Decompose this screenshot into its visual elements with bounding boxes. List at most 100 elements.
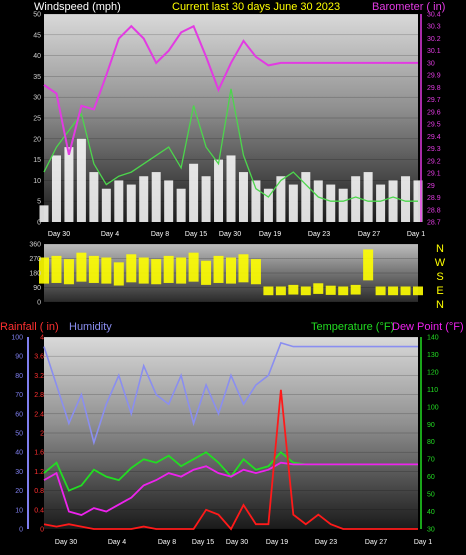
humidity-tick-label: 0 xyxy=(19,527,23,534)
barometer-tick-label: 29.5 xyxy=(427,122,441,129)
x-axis-label: Day 30 xyxy=(219,231,241,238)
windspeed-tick-label: 20 xyxy=(33,136,41,143)
direction-mark xyxy=(88,255,99,283)
barometer-tick-label: 29.4 xyxy=(427,134,441,141)
rainfall-tick-label: 4 xyxy=(40,335,44,342)
direction-mark xyxy=(400,286,411,296)
direction-mark xyxy=(413,286,423,296)
direction-mark xyxy=(388,286,399,296)
gust-line xyxy=(43,88,418,202)
rainfall-tick-label: 0.8 xyxy=(34,488,44,495)
temperature-tick-label: 100 xyxy=(427,404,439,411)
direction-mark xyxy=(350,284,361,295)
rainfall-tick-label: 0.4 xyxy=(34,507,44,514)
windspeed-bar xyxy=(176,188,186,222)
windspeed-bar xyxy=(139,176,149,222)
windspeed-bar xyxy=(238,172,248,222)
windspeed-bar xyxy=(351,176,361,222)
direction-tick-label: 90 xyxy=(33,285,41,292)
direction-tick-label: 180 xyxy=(29,271,41,278)
x-axis-label: Day 23 xyxy=(315,539,337,546)
windspeed-bar xyxy=(326,184,336,222)
direction-mark xyxy=(325,285,336,295)
windspeed-bar xyxy=(338,188,348,222)
x-axis-label: Day 1 xyxy=(414,539,432,546)
rainfall-tick-label: 2.4 xyxy=(34,411,44,418)
direction-mark xyxy=(375,286,386,296)
climate-panel xyxy=(44,337,418,529)
windspeed-bar xyxy=(64,147,74,222)
x-axis-label: Day 27 xyxy=(358,231,380,238)
barometer-tick-label: 29.9 xyxy=(427,73,441,80)
x-axis-label: Day 1 xyxy=(407,231,425,238)
barometer-tick-label: 28.8 xyxy=(427,207,441,214)
direction-mark xyxy=(151,259,162,285)
direction-mark xyxy=(300,286,311,296)
barometer-tick-label: 28.7 xyxy=(427,220,441,227)
barometer-tick-label: 30.1 xyxy=(427,48,441,55)
direction-mark xyxy=(51,255,62,283)
x-axis-label: Day 4 xyxy=(101,231,119,238)
chart-title: Current last 30 days June 30 2023 xyxy=(172,1,340,13)
compass-label: N xyxy=(436,299,444,311)
x-axis-label: Day 23 xyxy=(308,231,330,238)
x-axis-label: Day 8 xyxy=(151,231,169,238)
barometer-tick-label: 30.3 xyxy=(427,24,441,31)
windspeed-bar xyxy=(363,172,373,222)
rainfall-tick-label: 2 xyxy=(40,431,44,438)
direction-mark xyxy=(126,254,137,283)
legend-rainfall: Rainfall ( in) xyxy=(0,321,59,333)
climate-series xyxy=(43,341,418,531)
windspeed-bar xyxy=(76,138,86,222)
direction-mark xyxy=(263,286,274,296)
direction-tick-label: 0 xyxy=(37,300,41,307)
axes: 0510152025303540455028.728.828.92929.129… xyxy=(11,12,445,547)
direction-mark xyxy=(63,259,74,285)
windspeed-bar xyxy=(101,188,111,222)
legend-temperature: Temperature (°F) xyxy=(311,321,394,333)
x-axis-label: Day 8 xyxy=(158,539,176,546)
windspeed-bar xyxy=(226,155,236,222)
windspeed-bar xyxy=(89,172,99,222)
barometer-tick-label: 30.4 xyxy=(427,12,441,19)
direction-mark xyxy=(238,254,249,283)
humidity-tick-label: 40 xyxy=(15,450,23,457)
windspeed-tick-label: 15 xyxy=(33,157,41,164)
humidity-tick-label: 50 xyxy=(15,431,23,438)
windspeed-bar xyxy=(276,176,286,222)
direction-mark xyxy=(288,284,299,295)
direction-tick-label: 360 xyxy=(29,242,41,249)
windspeed-bar xyxy=(39,205,49,222)
rainfall-line xyxy=(43,389,418,531)
temperature-tick-label: 60 xyxy=(427,474,435,481)
rainfall-tick-label: 3.2 xyxy=(34,373,44,380)
humidity-tick-label: 70 xyxy=(15,392,23,399)
direction-mark xyxy=(213,255,224,283)
dewpoint-line xyxy=(43,461,418,516)
x-axis-label: Day 4 xyxy=(108,539,126,546)
windspeed-bar xyxy=(214,159,224,222)
barometer-tick-label: 29.2 xyxy=(427,158,441,165)
direction-mark xyxy=(188,252,199,282)
windspeed-tick-label: 35 xyxy=(33,74,41,81)
windspeed-tick-label: 40 xyxy=(33,53,41,60)
direction-mark xyxy=(363,249,374,281)
humidity-tick-label: 90 xyxy=(15,354,23,361)
windspeed-bar xyxy=(164,180,174,222)
direction-mark xyxy=(338,286,349,296)
x-axis-label: Day 15 xyxy=(185,231,207,238)
barometer-axis-title: Barometer ( in) xyxy=(372,1,445,13)
rainfall-tick-label: 3.6 xyxy=(34,354,44,361)
barometer-tick-label: 28.9 xyxy=(427,195,441,202)
temperature-tick-label: 30 xyxy=(427,527,435,534)
humidity-tick-label: 100 xyxy=(11,335,23,342)
direction-mark xyxy=(226,257,236,284)
compass-label: E xyxy=(436,285,443,297)
humidity-line xyxy=(43,341,418,446)
temperature-tick-label: 120 xyxy=(427,369,439,376)
humidity-tick-label: 30 xyxy=(15,469,23,476)
windspeed-tick-label: 10 xyxy=(33,178,41,185)
rainfall-tick-label: 0 xyxy=(40,527,44,534)
x-axis-label: Day 27 xyxy=(365,539,387,546)
